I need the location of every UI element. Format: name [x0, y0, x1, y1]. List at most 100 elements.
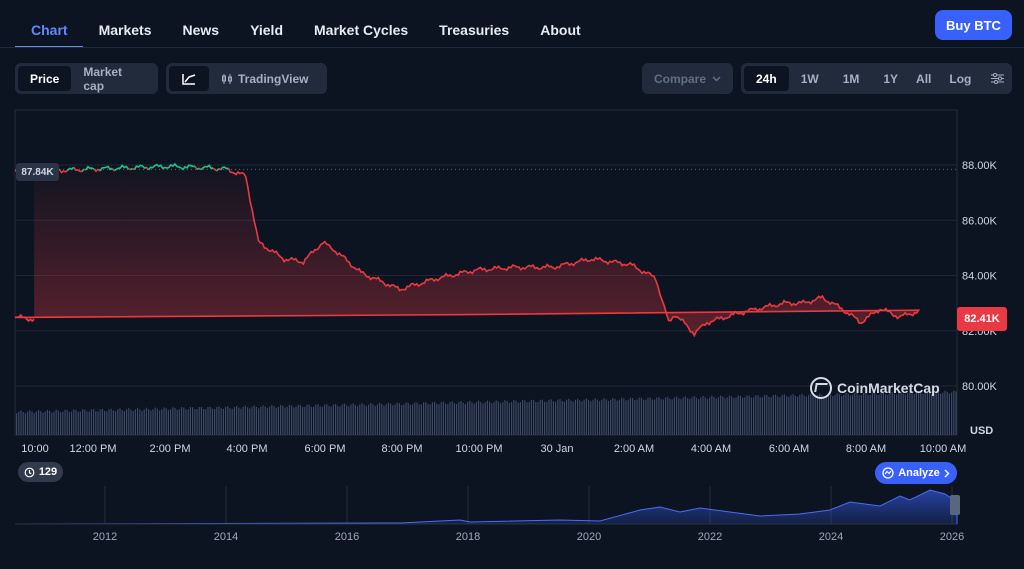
- volume-bar: [832, 396, 834, 435]
- range-24h[interactable]: 24h: [744, 66, 789, 91]
- volume-bar: [343, 403, 345, 435]
- log-toggle[interactable]: Log: [949, 71, 972, 86]
- volume-bar: [605, 399, 607, 435]
- volume-bar: [904, 394, 906, 435]
- tab-news[interactable]: News: [182, 22, 220, 38]
- volume-bar: [827, 393, 829, 435]
- range-1m[interactable]: 1M: [842, 71, 860, 86]
- volume-bar: [654, 399, 656, 435]
- buy-btc-button[interactable]: Buy BTC: [935, 10, 1012, 40]
- volume-bar: [482, 403, 484, 435]
- volume-bar: [742, 397, 744, 435]
- volume-bar: [519, 402, 521, 435]
- volume-bar: [698, 398, 700, 435]
- volume-bar: [935, 390, 937, 435]
- volume-bar: [227, 406, 229, 435]
- volume-bar: [825, 394, 827, 435]
- tradingview-toggle[interactable]: TradingView: [209, 66, 320, 91]
- tab-yield[interactable]: Yield: [250, 22, 283, 38]
- x-tick-label: 10:00 PM: [455, 443, 502, 455]
- volume-bar: [346, 405, 348, 435]
- range-1w[interactable]: 1W: [800, 71, 819, 86]
- volume-bar: [392, 405, 394, 435]
- volume-bar: [764, 395, 766, 435]
- volume-bar: [731, 396, 733, 435]
- volume-bar: [258, 408, 260, 435]
- volume-bar: [132, 410, 134, 435]
- overview-range-handle[interactable]: [950, 495, 960, 515]
- volume-bar: [781, 395, 783, 435]
- volume-bar: [574, 399, 576, 435]
- volume-bar: [783, 394, 785, 435]
- volume-bar: [286, 406, 288, 435]
- y-tick-label: 86.00K: [962, 215, 998, 227]
- volume-bar: [724, 398, 726, 435]
- volume-bar: [607, 400, 609, 435]
- compare-dropdown[interactable]: Compare: [642, 63, 733, 94]
- volume-bar: [27, 411, 29, 435]
- volume-bar: [920, 392, 922, 435]
- volume-bar: [64, 409, 66, 435]
- volume-bar: [651, 399, 653, 435]
- range-1y[interactable]: 1Y: [883, 71, 899, 86]
- volume-bar: [420, 404, 422, 435]
- volume-bar: [189, 407, 191, 435]
- volume-bar: [18, 411, 20, 435]
- tab-about[interactable]: About: [540, 22, 581, 38]
- overview-tick-label: 2026: [940, 531, 964, 543]
- volume-bar: [808, 394, 810, 435]
- volume-bar: [506, 401, 508, 435]
- volume-bar: [667, 396, 669, 435]
- volume-bar: [834, 394, 836, 435]
- volume-bar: [722, 396, 724, 435]
- volume-bar: [557, 399, 559, 435]
- volume-bar: [678, 398, 680, 435]
- line-chart-icon[interactable]: [169, 66, 209, 91]
- volume-bar: [944, 390, 946, 435]
- volume-bar: [365, 406, 367, 435]
- volume-bar: [165, 408, 167, 435]
- volume-bar: [143, 409, 145, 435]
- history-button[interactable]: 129: [18, 462, 63, 482]
- volume-bar: [154, 407, 156, 435]
- volume-bar: [337, 405, 339, 435]
- volume-bar: [137, 407, 139, 435]
- overview-tick-label: 2012: [93, 531, 117, 543]
- tab-markets[interactable]: Markets: [98, 22, 152, 38]
- volume-bar: [889, 392, 891, 435]
- volume-bar: [852, 394, 854, 435]
- volume-bar: [229, 407, 231, 435]
- volume-bar: [398, 403, 400, 435]
- volume-bar: [350, 404, 352, 435]
- volume-bar: [16, 413, 18, 435]
- volume-bar: [638, 397, 640, 435]
- volume-bar: [196, 409, 198, 435]
- volume-bar: [104, 410, 106, 435]
- analyze-button[interactable]: Analyze: [875, 462, 957, 484]
- nav-divider: [0, 47, 1024, 48]
- tab-market-cycles[interactable]: Market Cycles: [314, 22, 409, 38]
- volume-bar: [662, 399, 664, 435]
- volume-bar: [361, 403, 363, 435]
- volume-bar: [500, 403, 502, 435]
- settings-sliders-icon[interactable]: [983, 66, 1012, 91]
- volume-bar: [715, 398, 717, 435]
- volume-bar: [84, 409, 86, 435]
- volume-bar: [585, 398, 587, 435]
- volume-bar: [869, 394, 871, 435]
- chevron-right-icon: [944, 469, 950, 477]
- market-cap-toggle[interactable]: Market cap: [83, 64, 123, 93]
- volume-bar: [524, 400, 526, 435]
- volume-bar: [946, 391, 948, 435]
- price-toggle[interactable]: Price: [18, 66, 72, 91]
- volume-bar: [150, 410, 152, 435]
- volume-bar: [130, 409, 132, 435]
- range-all[interactable]: All: [916, 71, 932, 86]
- tab-treasuries[interactable]: Treasuries: [439, 22, 510, 38]
- volume-bar: [484, 402, 486, 435]
- volume-bar: [200, 406, 202, 435]
- volume-bar: [805, 396, 807, 435]
- volume-bar: [550, 399, 552, 435]
- volume-bar: [167, 410, 169, 435]
